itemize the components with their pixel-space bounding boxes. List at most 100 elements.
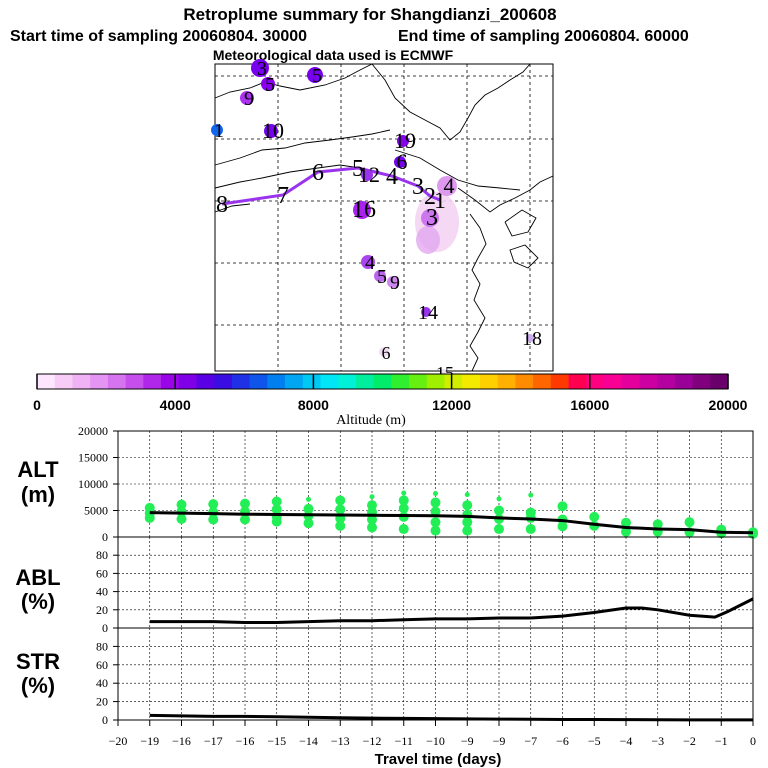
- trajectory-day-label: 2: [424, 184, 436, 210]
- colorbar-cell: [409, 374, 428, 389]
- y-tick-label: 10000: [78, 477, 108, 491]
- alt-scatter-point: [557, 501, 568, 512]
- start-time-label: Start time of sampling 20060804. 30000: [10, 28, 307, 45]
- plume-density-blob: [416, 226, 440, 254]
- plume-cluster-dot: [421, 209, 439, 227]
- trajectory-line: [221, 166, 441, 206]
- alt-scatter-point: [176, 513, 187, 524]
- x-tick-label: −20: [109, 734, 128, 748]
- alt-scatter-point: [494, 505, 504, 516]
- x-tick-label: −7: [524, 734, 537, 748]
- plume-cluster-dot: [361, 255, 375, 269]
- x-tick-label: −19: [140, 734, 159, 748]
- x-tick-label: −12: [363, 734, 382, 748]
- alt-scatter-point: [335, 520, 346, 531]
- colorbar-cell: [586, 374, 605, 389]
- alt-scatter-point: [430, 525, 441, 536]
- alt-scatter-point: [684, 517, 695, 528]
- trajectory-day-label: 7: [277, 183, 289, 209]
- trajectory-day-label: 4: [386, 164, 398, 190]
- plume-cluster-label: 6: [382, 343, 391, 363]
- colorbar-cell: [72, 374, 91, 389]
- time-series-panels: 05000100001500020000ALT(m)020406080ABL(%…: [15, 424, 758, 768]
- alt-scatter-point: [430, 517, 441, 528]
- plume-cluster-label: 10: [262, 118, 284, 143]
- alt-scatter-point: [208, 499, 219, 510]
- colorbar-cell: [161, 374, 180, 389]
- alt-scatter-point: [369, 494, 375, 500]
- plume-cluster-label: 5: [265, 74, 275, 96]
- alt-scatter-point: [430, 506, 441, 517]
- colorbar-cell: [462, 374, 481, 389]
- map-gridlines: [215, 64, 553, 371]
- plume-cluster-label: 9: [390, 272, 400, 294]
- alt-scatter-point: [271, 504, 282, 515]
- panel-abl: 0 20 40 60 80 ABL(%): [15, 536, 754, 635]
- plume-cluster-label: 14: [418, 302, 438, 324]
- x-tick-label: −4: [620, 734, 633, 748]
- x-tick-label: −3: [651, 734, 664, 748]
- alt-scatter-point: [306, 496, 311, 502]
- y-tick-label: 0: [102, 713, 108, 727]
- colorbar-tick-label: 4000: [160, 397, 191, 413]
- alt-scatter-point: [621, 526, 631, 537]
- colorbar-cell: [603, 374, 623, 389]
- colorbar-tick-label: 16000: [570, 397, 609, 413]
- alt-scatter-point: [335, 495, 346, 506]
- y-tick-label: 20: [96, 695, 108, 709]
- x-tick-label: −16: [236, 734, 255, 748]
- alt-line: [149, 511, 754, 535]
- alt-scatter-point: [494, 524, 504, 535]
- altitude-colorbar: 0 4000 8000 12000 16000 20000 Altitude (m): [33, 373, 748, 428]
- colorbar-cell: [479, 374, 499, 389]
- alt-scatter-point: [335, 504, 346, 515]
- colorbar-cell: [231, 374, 251, 389]
- colorbar-cell: [338, 374, 357, 389]
- colorbar-label: Altitude (m): [336, 413, 406, 428]
- alt-scatter-point: [208, 514, 219, 525]
- colorbar-cell: [54, 374, 74, 389]
- x-tick-label: −11: [395, 734, 413, 748]
- plume-cluster-label: 4: [365, 252, 375, 274]
- colorbar-cell: [355, 374, 375, 389]
- panel-unit-str: (%): [21, 673, 55, 698]
- alt-scatter-point: [401, 490, 407, 496]
- plume-cluster-dot: [211, 124, 223, 136]
- alt-scatter-point: [303, 503, 314, 514]
- plume-cluster-label: 6: [397, 149, 408, 174]
- x-axis-label: Travel time (days): [375, 751, 502, 768]
- map-coastlines: [214, 63, 554, 372]
- colorbar-cell: [196, 374, 215, 389]
- alt-scatter-point: [462, 525, 473, 536]
- y-tick-label: 80: [96, 639, 108, 653]
- plume-cluster-dot: [397, 135, 409, 147]
- panel-label-alt: ALT: [17, 457, 59, 482]
- colorbar-cell: [426, 374, 446, 389]
- alt-scatter-point: [430, 497, 441, 508]
- plume-cluster-dot: [240, 91, 254, 105]
- plume-cluster-label: 19: [394, 128, 416, 153]
- colorbar-cell: [533, 374, 552, 389]
- colorbar-cell: [267, 374, 286, 389]
- plume-cluster-dot: [307, 67, 323, 83]
- alt-scatter-point: [271, 496, 282, 507]
- colorbar-cell: [674, 374, 694, 389]
- alt-scatter-point: [462, 517, 473, 528]
- alt-scatter-point: [433, 491, 438, 497]
- colorbar-cell: [249, 374, 268, 389]
- x-tick-label: −6: [556, 734, 569, 748]
- alt-scatter-point: [367, 500, 377, 511]
- trajectory-day-label: 8: [216, 192, 228, 218]
- map-frame: [214, 63, 554, 372]
- y-tick-label: 60: [96, 566, 108, 580]
- colorbar-cell: [320, 374, 339, 389]
- alt-scatter-point: [367, 514, 377, 525]
- alt-scatter-point: [398, 495, 409, 506]
- plume-cluster-label: 5: [377, 266, 387, 288]
- alt-scatter-point: [367, 522, 377, 533]
- abl-line: [149, 597, 754, 625]
- x-tick-label: −13: [331, 734, 350, 748]
- x-tick-label: −14: [299, 734, 318, 748]
